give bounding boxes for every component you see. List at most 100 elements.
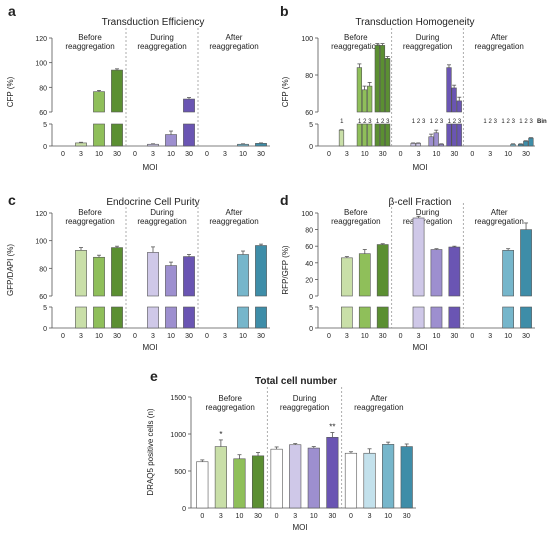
- bar-a-0-3-lower: [75, 142, 87, 147]
- bin-digit-b: 3: [530, 119, 534, 125]
- x-tick-label-d: 3: [488, 333, 492, 340]
- bar-b-1-3-bin2-lower: [415, 143, 421, 147]
- group-label-c-0: Before: [78, 208, 102, 217]
- group-label-e-1: During: [293, 394, 317, 403]
- bar-b-2-30-bin3-lower: [528, 137, 534, 147]
- group-label-a-1: reaggregation: [137, 42, 186, 51]
- y-tick-label-a: 5: [43, 122, 47, 129]
- bar-d-2-30-lower: [520, 306, 532, 329]
- bar-e-2-10: [382, 444, 395, 509]
- x-tick-label-a: 3: [151, 151, 155, 158]
- bar-e-1-0: [270, 448, 283, 509]
- y-tick-label-a: 60: [39, 110, 47, 117]
- group-label-c-0: reaggregation: [65, 217, 114, 226]
- x-tick-label-d: 0: [327, 333, 331, 340]
- x-tick-label-c: 3: [223, 333, 227, 340]
- bar-c-0-30-upper: [111, 247, 123, 297]
- bin-digit-b: 3: [494, 119, 498, 125]
- y-tick-label-d: 60: [305, 244, 313, 251]
- x-tick-label-e: 0: [349, 513, 353, 520]
- bar-b-0-30-bin2-lower: [379, 123, 386, 147]
- x-tick-label-d: 0: [470, 333, 474, 340]
- bar-d-2-30-upper: [520, 229, 532, 297]
- bar-e-2-3: [363, 452, 376, 509]
- panel-title-a: Transduction Efficiency: [102, 17, 205, 28]
- group-label-a-0: Before: [78, 33, 102, 42]
- bar-c-0-30-lower: [111, 306, 123, 329]
- bar-c-2-10-lower: [237, 306, 249, 329]
- bar-b-0-10-bin2-upper: [361, 89, 368, 113]
- panel-title-b: Transduction Homogeneity: [355, 17, 474, 28]
- bar-b-0-3-bin1-lower: [338, 129, 345, 147]
- x-tick-label-a: 30: [257, 151, 265, 158]
- bar-c-1-3-lower: [147, 306, 159, 329]
- x-tick-label-b: 10: [433, 151, 441, 158]
- group-label-d-2: After: [491, 208, 508, 217]
- x-tick-label-b: 3: [417, 151, 421, 158]
- x-tick-label-e: 3: [368, 513, 372, 520]
- bar-b-1-30-bin3-lower: [456, 123, 462, 147]
- panel-title-d: β-cell Fraction: [389, 197, 452, 208]
- x-tick-label-b: 30: [379, 151, 387, 158]
- x-axis-label-e: MOI: [292, 523, 307, 532]
- y-tick-label-b: 60: [305, 110, 313, 117]
- x-tick-label-b: 30: [522, 151, 530, 158]
- bin-digit-b: 2: [489, 119, 493, 125]
- group-label-a-1: During: [150, 33, 174, 42]
- x-tick-label-b: 3: [488, 151, 492, 158]
- x-tick-label-b: 30: [450, 151, 458, 158]
- x-tick-label-c: 10: [95, 333, 103, 340]
- x-tick-label-a: 10: [167, 151, 175, 158]
- bar-d-0-10-upper: [358, 253, 371, 297]
- bar-b-2-30-bin1-lower: [518, 143, 524, 147]
- bar-c-1-10-upper: [165, 265, 177, 297]
- x-tick-label-e: 3: [219, 513, 223, 520]
- y-tick-label-d: 100: [301, 211, 313, 218]
- x-tick-label-a: 10: [239, 151, 247, 158]
- y-tick-label-a: 120: [35, 36, 47, 43]
- bar-c-2-10-upper: [237, 254, 249, 297]
- bar-e-0-3: [214, 446, 227, 509]
- bar-b-0-10-bin3-lower: [367, 123, 373, 147]
- x-axis-label-d: MOI: [412, 343, 427, 352]
- bar-b-0-10-bin3-upper: [367, 85, 373, 113]
- bar-c-1-10-lower: [165, 306, 177, 329]
- bin-digit-b: 1: [430, 119, 434, 125]
- bin-digit-b: 3: [368, 119, 372, 125]
- y-tick-label-d: 0: [309, 326, 313, 333]
- bar-a-1-30-upper: [183, 98, 195, 113]
- group-label-d-1: reaggregation: [403, 217, 452, 226]
- bar-d-1-30-upper: [448, 246, 461, 297]
- bin-label: Bin: [537, 119, 547, 125]
- panel-title-c: Endocrine Cell Purity: [106, 197, 199, 208]
- bin-digit-b: 1: [483, 119, 487, 125]
- x-tick-label-d: 3: [345, 333, 349, 340]
- bar-a-1-3-lower: [147, 143, 159, 147]
- y-tick-label-c: 120: [35, 211, 47, 218]
- bin-digit-b: 3: [458, 119, 462, 125]
- y-tick-label-d: 20: [305, 277, 313, 284]
- x-tick-label-a: 10: [95, 151, 103, 158]
- y-axis-label-a: CFP (%): [6, 76, 15, 107]
- y-tick-label-b: 80: [305, 73, 313, 80]
- panel-letter-b: b: [280, 3, 289, 19]
- bar-b-0-30-bin3-lower: [384, 123, 391, 147]
- x-tick-label-a: 3: [223, 151, 227, 158]
- x-tick-label-c: 0: [205, 333, 209, 340]
- x-tick-label-d: 30: [450, 333, 458, 340]
- bar-b-1-30-bin3-upper: [456, 100, 462, 113]
- bin-digit-b: 3: [512, 119, 516, 125]
- x-axis-label-c: MOI: [142, 343, 157, 352]
- bar-d-2-10-lower: [502, 306, 514, 329]
- bar-b-1-30-bin2-lower: [451, 123, 457, 147]
- bar-d-1-10-lower: [430, 306, 443, 329]
- bin-digit-b: 2: [453, 119, 457, 125]
- x-tick-label-a: 0: [205, 151, 209, 158]
- bar-a-0-30-upper: [111, 69, 123, 113]
- bin-digit-b: 1: [412, 119, 416, 125]
- x-tick-label-c: 30: [257, 333, 265, 340]
- x-tick-label-c: 0: [133, 333, 137, 340]
- bar-d-0-30-lower: [376, 306, 389, 329]
- x-tick-label-c: 3: [151, 333, 155, 340]
